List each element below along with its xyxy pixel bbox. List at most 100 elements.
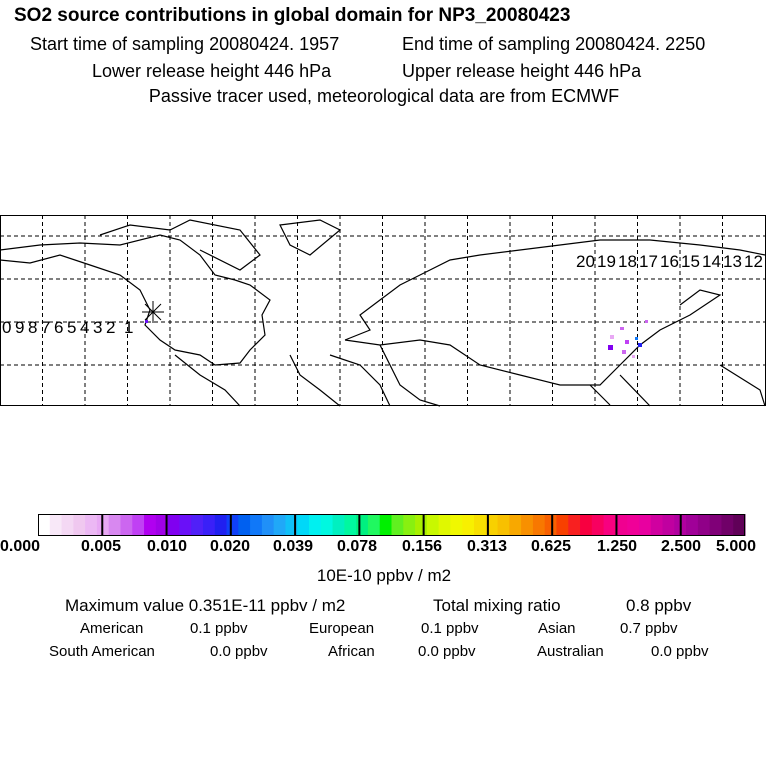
colorbar-swatch <box>438 514 451 536</box>
colorbar-swatch <box>686 514 699 536</box>
american-label: American <box>80 620 144 637</box>
colorbar-swatch <box>320 514 334 536</box>
colorbar-tick-label: 0.000 <box>0 538 41 555</box>
max-value: Maximum value 0.351E-11 ppbv / m2 <box>65 596 346 615</box>
colorbar-tick-label: 0.005 <box>80 538 122 555</box>
trajectory-label: 13 <box>723 252 742 271</box>
colorbar-swatch <box>155 514 169 536</box>
colorbar-swatch <box>403 514 416 536</box>
colorbar-swatch <box>709 514 722 536</box>
trajectory-label: 4 <box>80 318 89 337</box>
trajectory-label: 16 <box>660 252 679 271</box>
colorbar-swatch <box>509 514 522 536</box>
colorbar-swatch <box>615 514 628 536</box>
colorbar-swatch <box>391 514 404 536</box>
colorbar-divider <box>165 514 168 536</box>
colorbar-swatch <box>61 514 74 536</box>
colorbar-swatch <box>650 514 664 536</box>
australian-value: 0.0 ppbv <box>651 643 709 660</box>
colorbar-swatch <box>544 514 557 536</box>
european-value: 0.1 ppbv <box>421 620 479 637</box>
trajectory-labels: 0 9 8 7 6 5 4 3 2 1 20 19 18 17 16 15 14 13 12 <box>2 252 763 337</box>
colorbar-swatch <box>556 514 569 536</box>
colorbar-tick-label: 0.078 <box>336 538 378 555</box>
colorbar-divider <box>615 514 618 536</box>
colorbar-swatch <box>332 514 345 536</box>
colorbar-swatch <box>733 514 746 536</box>
colorbar-swatch <box>568 514 581 536</box>
trajectory-label: 0 <box>2 318 11 337</box>
colorbar-swatch <box>462 514 475 536</box>
colorbar-swatch <box>603 514 616 536</box>
colorbar-swatch <box>191 514 204 536</box>
trajectory-label: 1 <box>124 318 133 337</box>
colorbar-swatch <box>179 514 192 536</box>
colorbar-frame <box>38 514 745 536</box>
colorbar-divider <box>422 514 425 536</box>
colorbar-swatch <box>344 514 357 536</box>
colorbar-swatch <box>532 514 546 536</box>
colorbar-swatch <box>132 514 145 536</box>
trajectory-label: 3 <box>93 318 102 337</box>
south-american-label: South American <box>49 643 155 660</box>
african-value: 0.0 ppbv <box>418 643 476 660</box>
colorbar-units: 10E-10 ppbv / m2 <box>316 566 452 585</box>
colorbar-divider <box>229 514 232 536</box>
asian-label: Asian <box>538 620 576 637</box>
world-map: 0 9 8 7 6 5 4 3 2 1 20 19 18 17 16 15 14 13 12 <box>0 215 766 407</box>
trajectory-label: 5 <box>67 318 76 337</box>
total-label: Total mixing ratio <box>433 596 561 615</box>
trajectory-label: 18 <box>618 252 637 271</box>
colorbar-swatch <box>521 514 534 536</box>
colorbar-tick-label: 2.500 <box>660 538 702 555</box>
colorbar-divider <box>679 514 682 536</box>
tracer-note: Passive tracer used, meteorological data… <box>148 86 620 106</box>
colorbar-swatch <box>261 514 275 536</box>
colorbar-swatch <box>591 514 605 536</box>
colorbar-swatch <box>108 514 121 536</box>
colorbar-swatch <box>497 514 510 536</box>
end-time: End time of sampling 20080424. 2250 <box>402 34 706 54</box>
colorbar-swatch <box>721 514 734 536</box>
colorbar-swatch <box>662 514 675 536</box>
african-label: African <box>328 643 375 660</box>
trajectory-label: 17 <box>639 252 658 271</box>
european-label: European <box>309 620 375 637</box>
lower-height: Lower release height 446 hPa <box>92 61 332 81</box>
trajectory-label: 19 <box>597 252 616 271</box>
release-star-icon <box>142 301 164 323</box>
trajectory-label: 8 <box>28 318 37 337</box>
colorbar <box>38 514 746 536</box>
colorbar-tick-label: 0.020 <box>209 538 251 555</box>
total-value: 0.8 ppbv <box>626 596 692 615</box>
colorbar-swatch <box>309 514 322 536</box>
colorbar-swatch <box>226 514 239 536</box>
colorbar-tick-label: 0.039 <box>272 538 314 555</box>
australian-label: Australian <box>537 643 604 660</box>
colorbar-tick-label: 0.313 <box>466 538 508 555</box>
trajectory-label: 12 <box>744 252 763 271</box>
colorbar-divider <box>486 514 489 536</box>
colorbar-divider <box>551 514 554 536</box>
so2-concentration <box>145 320 648 358</box>
asian-value: 0.7 ppbv <box>620 620 678 637</box>
trajectory-label: 2 <box>106 318 115 337</box>
colorbar-swatch <box>85 514 98 536</box>
american-value: 0.1 ppbv <box>190 620 248 637</box>
colorbar-swatch <box>214 514 228 536</box>
colorbar-swatch <box>356 514 369 536</box>
colorbar-swatch <box>38 514 51 536</box>
colorbar-swatch <box>426 514 440 536</box>
colorbar-tick-label: 0.010 <box>146 538 188 555</box>
colorbar-swatch <box>120 514 133 536</box>
colorbar-swatch <box>238 514 251 536</box>
colorbar-divider <box>358 514 361 536</box>
trajectory-label: 9 <box>15 318 24 337</box>
colorbar-swatch <box>73 514 86 536</box>
trajectory-label: 6 <box>54 318 63 337</box>
colorbar-swatch <box>415 514 428 536</box>
colorbar-tick-label: 5.000 <box>715 538 757 555</box>
upper-height: Upper release height 446 hPa <box>402 61 642 81</box>
colorbar-tick-label: 1.250 <box>596 538 638 555</box>
